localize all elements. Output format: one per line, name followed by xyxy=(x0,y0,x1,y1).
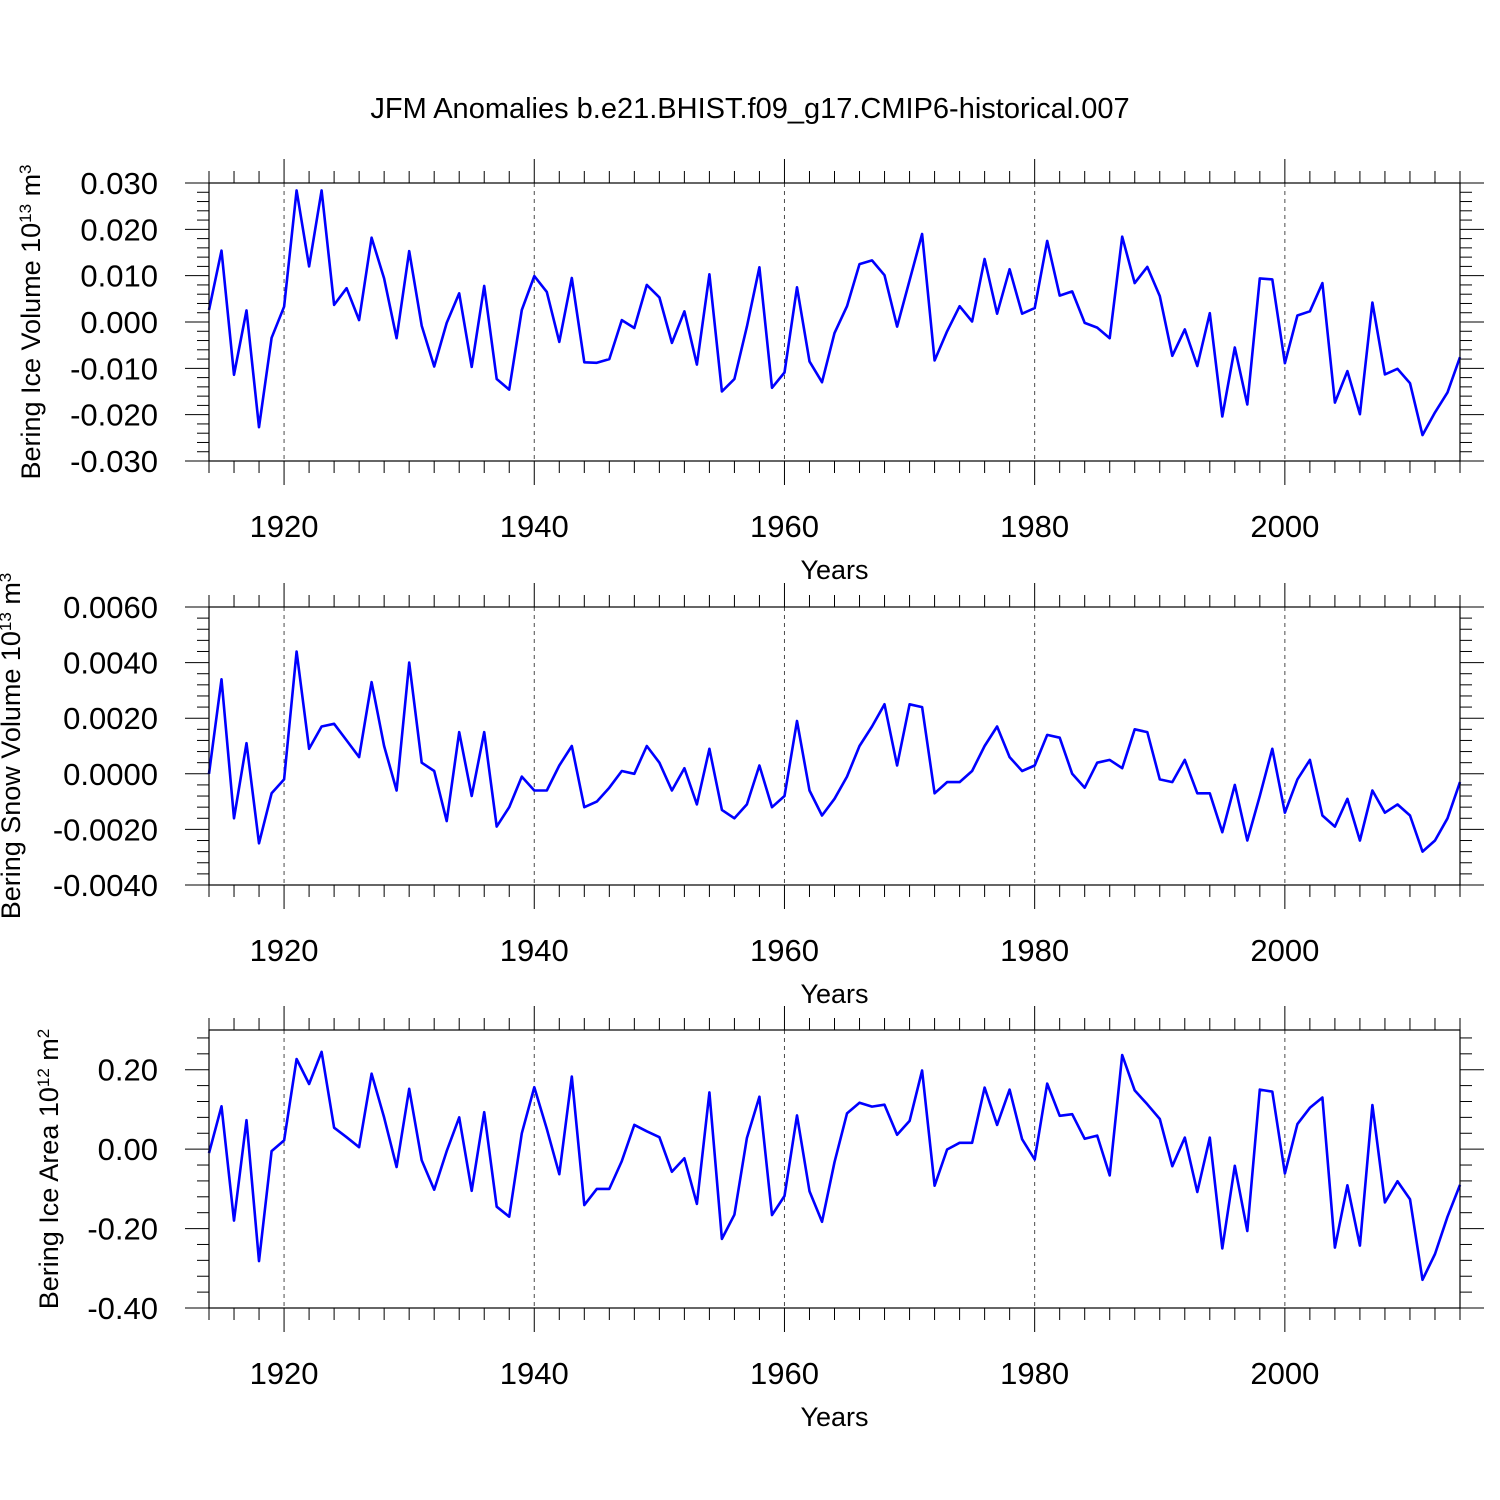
panels: -0.030 -0.020 -0.010 0.000 0.010 0.020 0.030 19… xyxy=(0,159,1484,1432)
y-tick-label: 0.0020 xyxy=(63,701,158,736)
y-tick-label: 0.020 xyxy=(80,212,158,247)
x-tick-label: 1960 xyxy=(750,1356,819,1391)
plot-frame xyxy=(208,606,1461,886)
x-tick-label: 1960 xyxy=(750,933,819,968)
x-axis-title: Years xyxy=(800,979,868,1009)
y-tick-label: 0.030 xyxy=(80,166,158,201)
y-axis-title-unit: m xyxy=(34,1038,64,1068)
x-axis-title: Years xyxy=(800,555,868,585)
y-tick-label: 0.00 xyxy=(98,1132,158,1167)
y-tick-label: 0.010 xyxy=(80,259,158,294)
y-tick-label: -0.030 xyxy=(70,444,158,479)
y-tick-label: 0.000 xyxy=(80,305,158,340)
y-axis-title-exponent: 13 xyxy=(16,204,35,223)
y-axis-title-exponent: 13 xyxy=(0,612,15,631)
y-axis-title-text: Bering Snow Volume 10 xyxy=(0,631,26,919)
y-axis-title-unit-exponent: 3 xyxy=(16,164,35,173)
y-tick-label: -0.0020 xyxy=(53,812,158,847)
series-line-ice-volume xyxy=(207,189,1462,437)
y-tick-label: -0.20 xyxy=(87,1212,158,1247)
y-axis-title-text: Bering Ice Area 10 xyxy=(34,1087,64,1309)
x-tick-label: 1960 xyxy=(750,509,819,544)
y-axis-title-unit-exponent: 2 xyxy=(34,1029,53,1038)
panel-ice-volume: -0.030 -0.020 -0.010 0.000 0.010 0.020 0.030 19… xyxy=(16,159,1484,585)
plot-frame xyxy=(208,1029,1461,1309)
figure-title: JFM Anomalies b.e21.BHIST.f09_g17.CMIP6-… xyxy=(370,93,1129,125)
y-tick-label: 0.0060 xyxy=(63,590,158,625)
y-tick-label: -0.010 xyxy=(70,351,158,386)
x-tick-label: 1920 xyxy=(250,1356,319,1391)
y-tick-label: -0.40 xyxy=(87,1291,158,1326)
x-tick-label: 2000 xyxy=(1250,509,1319,544)
x-tick-label: 1980 xyxy=(1000,933,1069,968)
y-axis-title-exponent: 12 xyxy=(34,1068,53,1087)
series-line-ice-area xyxy=(207,1050,1462,1282)
y-tick-label: -0.0040 xyxy=(53,868,158,903)
x-tick-label: 2000 xyxy=(1250,1356,1319,1391)
y-tick-label: -0.020 xyxy=(70,398,158,433)
x-tick-label: 2000 xyxy=(1250,933,1319,968)
x-tick-label: 1940 xyxy=(500,509,569,544)
x-tick-label: 1940 xyxy=(500,1356,569,1391)
y-axis-title-unit-exponent: 3 xyxy=(0,573,15,582)
x-tick-label: 1920 xyxy=(250,933,319,968)
y-axis-title-unit: m xyxy=(16,174,46,204)
x-tick-label: 1940 xyxy=(500,933,569,968)
y-axis-title: Bering Snow Volume 1013 m3 xyxy=(0,573,26,920)
panel-ice-area: -0.40 -0.20 0.00 0.20 1920 1940 1960 1980 2000 Ye… xyxy=(34,1006,1484,1432)
y-tick-label: 0.0040 xyxy=(63,646,158,681)
panel-snow-volume: -0.0040 -0.0020 0.0000 0.0020 0.0040 0.0060 19… xyxy=(0,573,1484,1009)
series-line-snow-volume xyxy=(207,650,1462,853)
x-axis-title: Years xyxy=(800,1402,868,1432)
y-axis-title-unit: m xyxy=(0,582,26,612)
y-axis-title: Bering Ice Volume 1013 m3 xyxy=(16,164,47,479)
y-axis-title: Bering Ice Area 1012 m2 xyxy=(34,1029,65,1310)
plot-frame xyxy=(208,182,1461,462)
y-axis-title-text: Bering Ice Volume 10 xyxy=(16,223,46,480)
x-tick-label: 1980 xyxy=(1000,509,1069,544)
y-tick-label: 0.0000 xyxy=(63,757,158,792)
y-tick-label: 0.20 xyxy=(98,1053,158,1088)
x-tick-label: 1920 xyxy=(250,509,319,544)
x-tick-label: 1980 xyxy=(1000,1356,1069,1391)
